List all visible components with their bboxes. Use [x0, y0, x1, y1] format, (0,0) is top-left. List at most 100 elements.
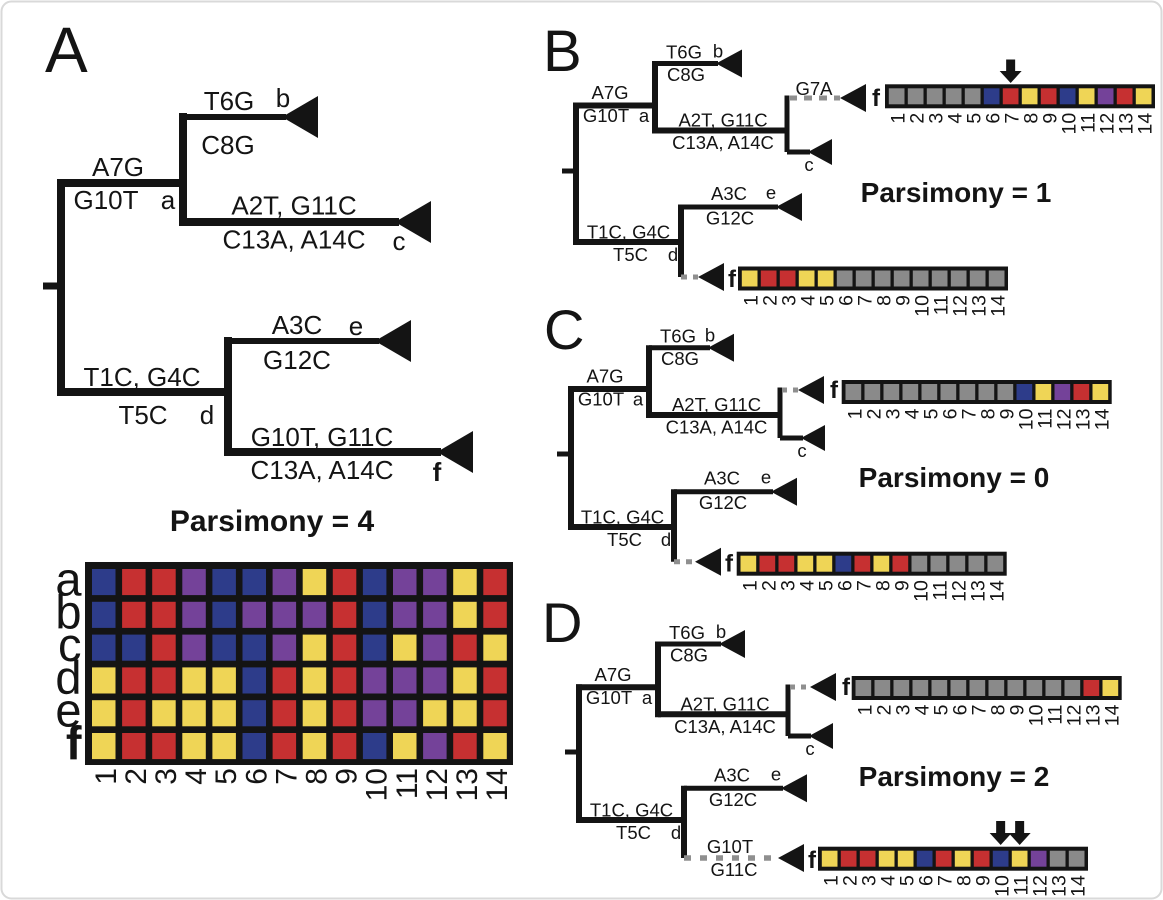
- svg-text:10: 10: [361, 768, 394, 801]
- svg-text:G11C: G11C: [711, 859, 758, 880]
- svg-text:C13A, A14C: C13A, A14C: [666, 417, 768, 438]
- svg-text:c: c: [797, 440, 806, 461]
- svg-text:C13A, A14C: C13A, A14C: [250, 455, 393, 485]
- svg-text:8: 8: [872, 580, 894, 591]
- svg-text:C13A, A14C: C13A, A14C: [674, 716, 776, 737]
- svg-text:f: f: [66, 717, 82, 770]
- svg-text:5: 5: [897, 875, 919, 886]
- svg-text:A2T, G11C: A2T, G11C: [678, 110, 767, 131]
- svg-text:5: 5: [920, 408, 942, 419]
- svg-text:8: 8: [300, 768, 333, 785]
- svg-text:7: 7: [853, 580, 875, 591]
- svg-text:13: 13: [1116, 113, 1138, 135]
- svg-text:6: 6: [834, 580, 856, 591]
- svg-text:5: 5: [817, 295, 839, 306]
- svg-text:8: 8: [874, 295, 896, 306]
- svg-text:1: 1: [741, 295, 763, 306]
- svg-text:T1C, G4C: T1C, G4C: [83, 362, 200, 392]
- svg-text:3: 3: [882, 409, 904, 420]
- svg-text:6: 6: [983, 113, 1005, 124]
- svg-text:A7G: A7G: [591, 82, 628, 103]
- svg-text:b: b: [716, 621, 726, 642]
- svg-text:8: 8: [977, 409, 999, 420]
- svg-text:8: 8: [954, 875, 976, 886]
- svg-text:12: 12: [950, 295, 972, 317]
- svg-text:C13A, A14C: C13A, A14C: [222, 225, 365, 255]
- svg-text:10: 10: [1025, 704, 1047, 726]
- svg-text:7: 7: [270, 768, 303, 785]
- svg-text:2: 2: [120, 768, 153, 785]
- svg-text:2: 2: [840, 875, 862, 886]
- svg-text:9: 9: [1040, 113, 1062, 124]
- svg-text:13: 13: [451, 768, 484, 801]
- svg-text:10: 10: [1059, 113, 1081, 135]
- svg-text:14: 14: [1091, 408, 1113, 430]
- svg-text:b: b: [713, 41, 723, 62]
- svg-text:G12C: G12C: [709, 789, 757, 810]
- svg-text:9: 9: [973, 875, 995, 886]
- svg-text:T6G: T6G: [669, 622, 705, 643]
- svg-text:A7G: A7G: [594, 664, 631, 685]
- svg-text:A3C: A3C: [704, 468, 740, 489]
- svg-text:f: f: [433, 457, 442, 487]
- svg-text:5: 5: [930, 704, 952, 715]
- svg-text:1: 1: [90, 768, 123, 785]
- svg-text:4: 4: [878, 875, 900, 886]
- svg-text:6: 6: [949, 705, 971, 716]
- svg-text:b: b: [276, 83, 290, 113]
- svg-text:G10T: G10T: [707, 836, 753, 857]
- svg-text:3: 3: [926, 113, 948, 124]
- svg-text:4: 4: [945, 113, 967, 124]
- svg-text:G7A: G7A: [795, 78, 833, 99]
- svg-text:12: 12: [1053, 409, 1075, 431]
- svg-text:c: c: [805, 738, 814, 759]
- svg-text:3: 3: [779, 295, 801, 306]
- svg-text:2: 2: [907, 113, 929, 124]
- svg-text:10: 10: [992, 875, 1014, 897]
- svg-text:12: 12: [1097, 113, 1119, 135]
- svg-text:3: 3: [859, 875, 881, 886]
- svg-text:6: 6: [916, 875, 938, 886]
- svg-text:7: 7: [968, 705, 990, 716]
- svg-text:d: d: [668, 244, 678, 265]
- svg-text:14: 14: [481, 768, 514, 801]
- svg-text:1: 1: [888, 113, 910, 124]
- svg-text:14: 14: [1068, 875, 1090, 897]
- svg-text:d: d: [55, 651, 81, 704]
- svg-text:2: 2: [863, 409, 885, 420]
- svg-text:T5C: T5C: [616, 822, 651, 843]
- svg-text:b: b: [705, 325, 715, 346]
- svg-text:C8G: C8G: [667, 64, 705, 85]
- svg-text:1: 1: [854, 705, 876, 716]
- svg-text:e: e: [761, 467, 771, 488]
- svg-text:2: 2: [760, 295, 782, 306]
- svg-text:3: 3: [777, 580, 799, 591]
- svg-text:11: 11: [929, 580, 951, 600]
- svg-text:f: f: [830, 377, 839, 404]
- svg-text:6: 6: [240, 768, 273, 785]
- svg-text:a: a: [633, 389, 644, 410]
- svg-text:3: 3: [150, 768, 183, 785]
- svg-text:11: 11: [1078, 113, 1100, 133]
- svg-text:1: 1: [739, 580, 761, 591]
- svg-text:G10T: G10T: [586, 687, 632, 708]
- svg-text:9: 9: [893, 295, 915, 306]
- svg-text:C8G: C8G: [661, 348, 699, 369]
- svg-text:9: 9: [891, 580, 913, 591]
- svg-text:10: 10: [1015, 408, 1037, 430]
- svg-text:4: 4: [911, 704, 933, 715]
- svg-text:A2T, G11C: A2T, G11C: [680, 693, 769, 714]
- svg-text:A3C: A3C: [272, 310, 323, 340]
- svg-text:Parsimony = 0: Parsimony = 0: [859, 462, 1050, 493]
- svg-text:G10T: G10T: [578, 389, 624, 410]
- svg-text:14: 14: [1101, 704, 1123, 726]
- svg-text:14: 14: [988, 295, 1010, 317]
- svg-text:d: d: [671, 822, 681, 843]
- svg-text:3: 3: [892, 705, 914, 716]
- svg-text:4: 4: [180, 768, 213, 785]
- svg-text:5: 5: [964, 113, 986, 124]
- svg-text:11: 11: [1044, 705, 1066, 725]
- svg-text:G10T: G10T: [73, 185, 138, 215]
- svg-text:6: 6: [939, 409, 961, 420]
- svg-text:2: 2: [758, 580, 780, 591]
